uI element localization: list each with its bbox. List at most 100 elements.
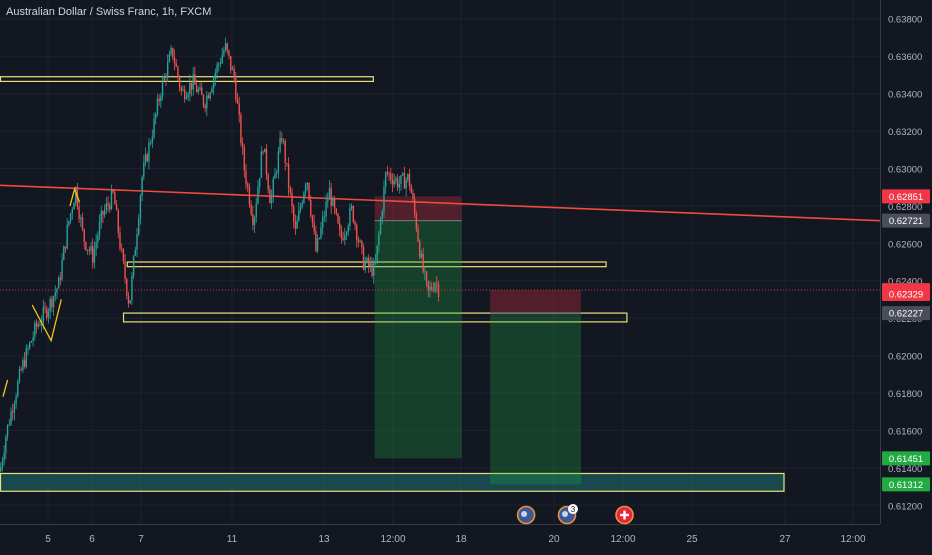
candle: [420, 250, 423, 259]
candle-body: [367, 257, 370, 267]
candle-body: [141, 177, 143, 196]
flag-detail: [561, 511, 568, 517]
candle: [63, 245, 65, 261]
price-label-text: 0.61312: [889, 480, 923, 491]
candle: [386, 165, 389, 177]
y-tick-label: 0.62000: [888, 352, 922, 363]
candle: [320, 221, 322, 240]
candle-body: [362, 247, 365, 270]
candle-body: [354, 222, 356, 226]
candle: [298, 201, 300, 222]
candle: [66, 217, 68, 250]
candle: [248, 183, 251, 208]
candle: [34, 320, 36, 341]
candle-body: [359, 240, 361, 242]
y-tick-label: 0.63000: [888, 164, 922, 175]
candle-body: [144, 154, 147, 163]
candle-body: [328, 188, 331, 200]
position-1-reward[interactable]: [374, 220, 462, 459]
candle-body: [231, 68, 234, 70]
price-label-target1: 0.61451: [882, 451, 930, 466]
event-ch[interactable]: [615, 505, 634, 525]
candle: [131, 272, 133, 305]
bottom-zone[interactable]: [0, 472, 785, 492]
arrow-c[interactable]: [69, 186, 81, 207]
candle: [64, 246, 67, 253]
candle: [345, 230, 348, 240]
candle: [83, 228, 85, 250]
candle-body: [88, 249, 91, 251]
y-tick-label: 0.61200: [888, 501, 922, 512]
candle-body: [349, 208, 351, 226]
candle-body: [412, 193, 414, 200]
candle: [15, 392, 17, 409]
candle-body: [218, 63, 220, 65]
candle: [109, 202, 111, 213]
candle: [381, 208, 383, 225]
candle-body: [323, 216, 326, 218]
candle-body: [395, 178, 397, 181]
candle: [284, 138, 286, 171]
candle-body: [201, 87, 203, 96]
candle-body: [117, 210, 119, 233]
candle: [184, 85, 186, 103]
event-au-2[interactable]: 3: [557, 504, 578, 525]
candle: [122, 247, 125, 265]
candle-body: [57, 277, 60, 289]
candle-body: [327, 199, 329, 202]
candle: [347, 223, 349, 237]
candle-body: [202, 95, 205, 106]
candle: [153, 112, 155, 140]
position-1-risk[interactable]: [374, 196, 462, 221]
candle: [30, 340, 33, 343]
candle-body: [73, 203, 75, 210]
candle: [156, 93, 159, 117]
candle: [23, 351, 26, 369]
candle: [357, 236, 360, 248]
candle: [120, 243, 123, 253]
candle: [321, 210, 324, 235]
candle-body: [3, 452, 5, 461]
y-tick-label: 0.62600: [888, 239, 922, 250]
candle: [190, 82, 193, 97]
candle-body: [103, 209, 106, 215]
candle: [214, 68, 217, 86]
candle: [209, 91, 211, 101]
event-badge-count: 3: [571, 505, 576, 514]
candle: [74, 186, 77, 207]
arrow-b[interactable]: [31, 299, 62, 343]
x-tick-label: 7: [138, 534, 144, 545]
candle-body: [316, 238, 319, 252]
candle: [211, 85, 213, 94]
candle-body: [37, 324, 39, 327]
candle-body: [422, 253, 424, 272]
candle-body: [20, 369, 22, 371]
candle: [163, 72, 165, 81]
chart-title: Australian Dollar / Swiss Franc, 1h, FXC…: [6, 6, 212, 18]
candle: [110, 184, 113, 211]
candle: [219, 57, 222, 68]
candle-body: [294, 221, 297, 229]
candle-body: [102, 211, 104, 215]
position-2-reward[interactable]: [490, 313, 581, 485]
candle: [332, 195, 334, 207]
candle: [144, 147, 147, 167]
support-zone[interactable]: [122, 312, 628, 323]
resistance-top[interactable]: [0, 76, 374, 83]
candle-body: [187, 94, 189, 98]
candle: [173, 49, 176, 71]
position-2-risk[interactable]: [490, 290, 581, 314]
trendline[interactable]: [0, 184, 881, 222]
candle-body: [344, 234, 346, 240]
candle: [277, 146, 280, 179]
x-tick-label: 12:00: [610, 534, 635, 545]
arrow-a[interactable]: [2, 379, 9, 397]
candle: [59, 271, 62, 286]
candle-body: [190, 82, 193, 90]
x-tick-label: 5: [45, 534, 51, 545]
event-au-1[interactable]: [516, 505, 536, 525]
candle-body: [127, 295, 130, 304]
candle-body: [248, 186, 251, 205]
